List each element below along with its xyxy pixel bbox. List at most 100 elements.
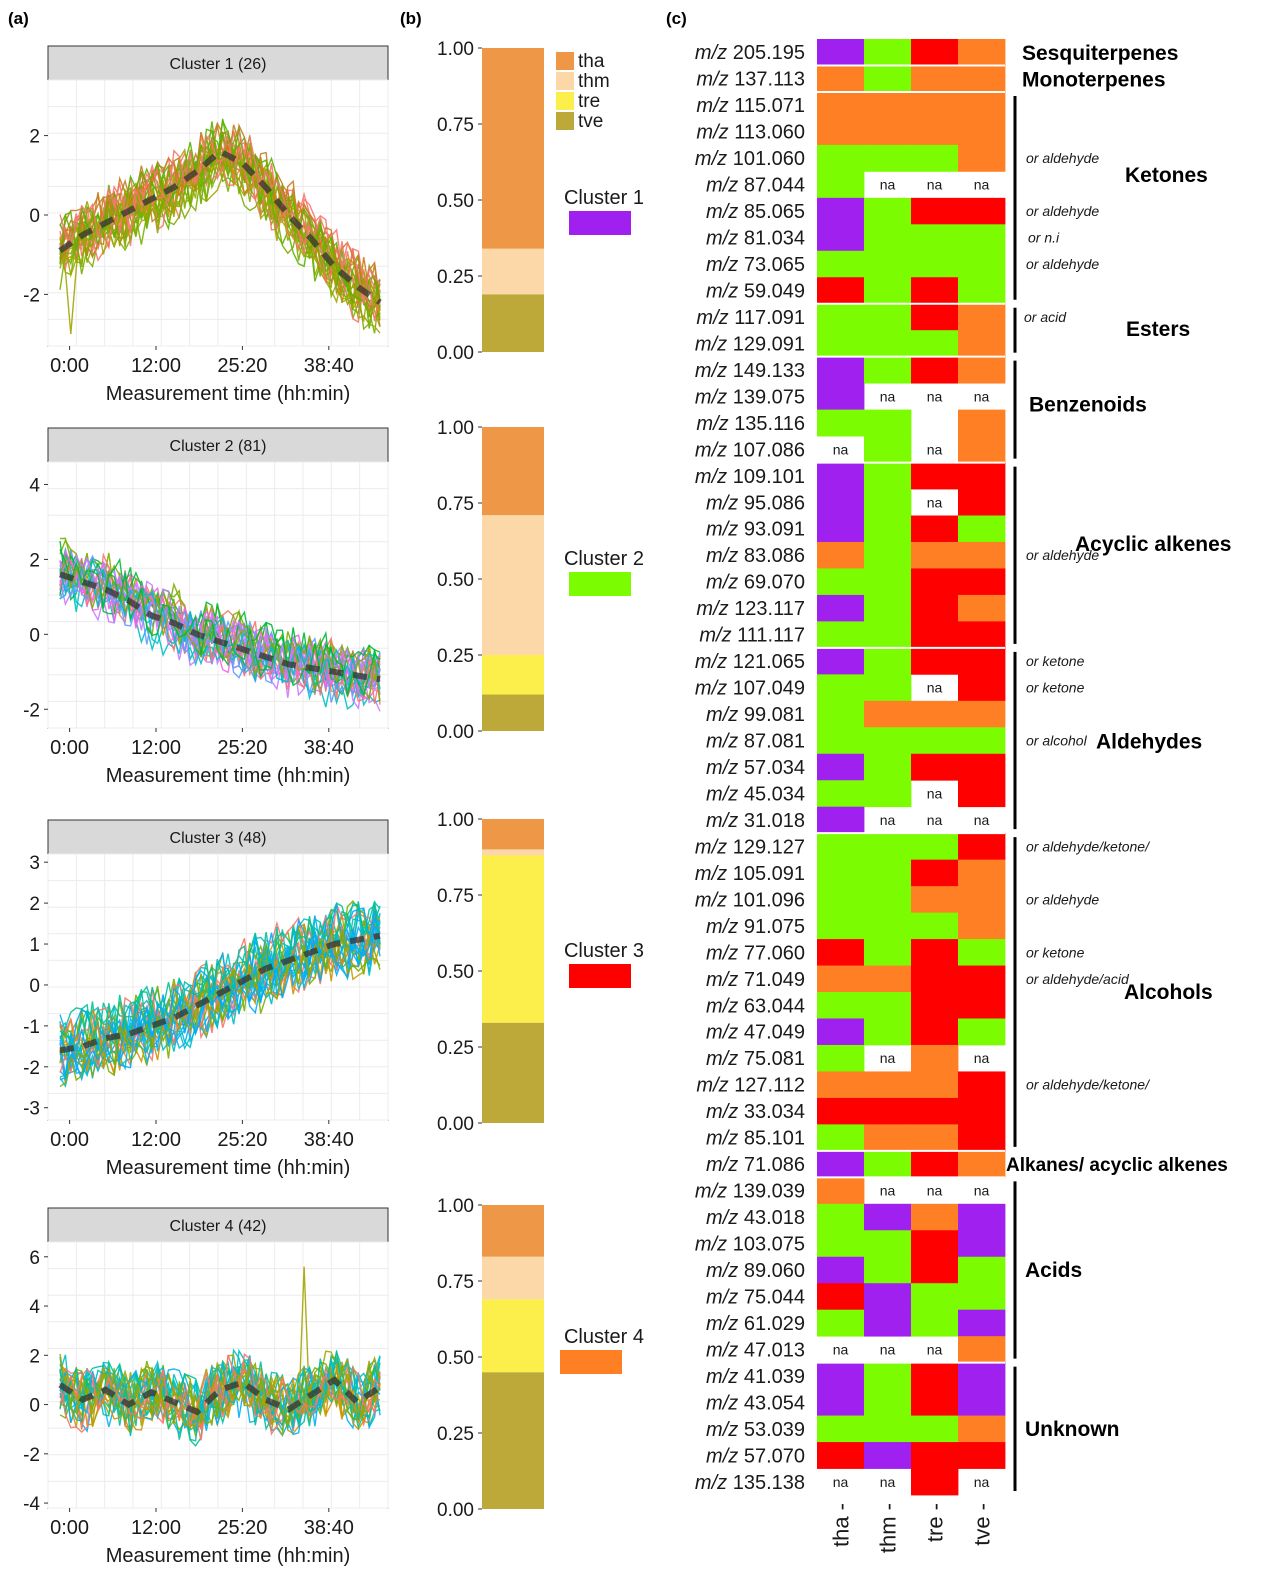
heatmap-cell [817, 727, 865, 755]
heatmap-cell [817, 515, 865, 543]
heatmap-cell [911, 992, 959, 1019]
heatmap-cell [817, 833, 865, 861]
heatmap-cell [911, 197, 959, 225]
heatmap-cell [864, 65, 912, 93]
mz-row-label: m/z 43.018 [706, 1207, 805, 1229]
heatmap-row: m/z 129.127 [695, 833, 1006, 861]
y-tick-label: 0 [29, 625, 40, 646]
heatmap-cell [864, 1018, 912, 1046]
heatmap-cell [817, 356, 865, 384]
x-tick-label: 12:00 [131, 1517, 181, 1539]
na-label: na [974, 1050, 990, 1066]
mz-prefix: m/z [695, 439, 727, 461]
mz-value: 59.049 [744, 280, 805, 302]
heatmap-cell [911, 224, 959, 252]
y-tick-label: 0.75 [437, 886, 474, 907]
mz-row-label: m/z 91.075 [706, 916, 805, 938]
facet-strip [47, 1207, 389, 1243]
y-tick-label: 0.25 [437, 267, 474, 288]
group-name: Acyclic alkenes [1075, 533, 1231, 556]
heatmap-cell [911, 594, 959, 622]
facet-title: Cluster 3 (48) [170, 830, 267, 847]
heatmap-cell [911, 250, 959, 278]
annotation-note: or aldehyde/acid [1026, 971, 1130, 987]
mz-prefix: m/z [706, 1101, 738, 1123]
heatmap-cell [817, 992, 865, 1019]
mz-row-label: m/z 57.070 [706, 1445, 805, 1467]
heatmap-cell [864, 992, 912, 1019]
heatmap-row: m/z 77.060 [706, 939, 1006, 966]
heatmap-row: m/z 115.071 [696, 91, 1006, 119]
heatmap-cell [911, 647, 959, 675]
na-label: na [974, 177, 990, 193]
x-tick-label: 0:00 [50, 355, 89, 377]
na-label: na [974, 1474, 990, 1490]
heatmap-cell [864, 277, 912, 305]
heatmap-cell [958, 303, 1006, 331]
mz-value: 57.034 [744, 757, 805, 779]
heatmap-cell [817, 594, 865, 622]
series-line [59, 560, 381, 699]
heatmap-cell [864, 1415, 912, 1443]
mz-prefix: m/z [706, 1339, 738, 1361]
x-tick-label: 38:40 [304, 1129, 354, 1151]
heatmap-cell [911, 965, 959, 993]
heatmap-cell [958, 700, 1006, 728]
na-label: na [880, 1183, 896, 1199]
heatmap-row: na na na m/z 31.018 [706, 806, 989, 834]
mz-row-label: m/z 99.081 [706, 704, 805, 726]
y-tick-label: 2 [29, 1346, 40, 1367]
heatmap-row: m/z 33.034 [706, 1097, 1006, 1125]
heatmap-cell [864, 1362, 912, 1390]
mz-row-label: m/z 63.044 [706, 995, 805, 1017]
legend-swatch-tha [556, 52, 574, 70]
y-tick-label: 3 [29, 853, 40, 874]
heatmap-cell [958, 436, 1006, 463]
mz-row-label: m/z 75.081 [706, 1048, 805, 1070]
annotation-note: or aldehyde/ketone/ [1026, 838, 1151, 854]
bar-segment-tha [482, 427, 544, 516]
mz-prefix: m/z [695, 889, 727, 911]
na-label: na [880, 1474, 896, 1490]
y-tick-label: 0.00 [437, 1114, 474, 1135]
series-line [59, 928, 381, 1088]
heatmap-row: m/z 137.113 [696, 65, 1006, 93]
y-tick-label: 0.00 [437, 722, 474, 743]
mz-prefix: m/z [706, 228, 738, 250]
mz-prefix: m/z [706, 1419, 738, 1441]
mz-row-label: m/z 95.086 [706, 492, 805, 514]
heatmap-cell [864, 965, 912, 993]
mz-value: 129.091 [733, 333, 805, 355]
heatmap-cell [958, 1256, 1006, 1284]
mz-value: 139.075 [733, 386, 805, 408]
mz-value: 73.065 [744, 254, 805, 276]
heatmap-cell [817, 1203, 865, 1231]
heatmap-cell [911, 1415, 959, 1443]
heatmap-row: m/z 53.039 [706, 1415, 1006, 1443]
heatmap-cell [817, 1230, 865, 1258]
mz-value: 57.070 [744, 1445, 805, 1467]
heatmap-row: m/z 109.101 [695, 462, 1006, 490]
heatmap-cell [911, 621, 959, 649]
y-tick-label: -4 [23, 1494, 40, 1515]
mz-row-label: m/z 43.054 [706, 1392, 805, 1414]
x-tick-label: 12:00 [131, 355, 181, 377]
mz-row-label: m/z 89.060 [706, 1260, 805, 1282]
mz-prefix: m/z [695, 1181, 727, 1203]
mz-prefix: m/z [706, 280, 738, 302]
heatmap-cell [911, 39, 959, 66]
mz-row-label: m/z 139.039 [695, 1181, 805, 1203]
heatmap-row: m/z 71.049 [706, 965, 1006, 993]
heatmap-cell [958, 780, 1006, 808]
mz-prefix: m/z [706, 1392, 738, 1414]
heatmap-cell [911, 833, 959, 861]
heatmap-row: m/z 61.029 [706, 1309, 1006, 1337]
heatmap-cell [817, 1442, 865, 1469]
mz-value: 53.039 [744, 1419, 805, 1441]
mz-value: 45.034 [744, 783, 805, 805]
y-tick-label: 1.00 [437, 418, 474, 439]
x-tick-label: 25:20 [217, 1129, 267, 1151]
facet-title: Cluster 2 (81) [170, 438, 267, 455]
panel-c-heatmap: m/z 205.195 m/z 137.113 m/z 115.071 m/z 113… [695, 39, 1231, 1553]
